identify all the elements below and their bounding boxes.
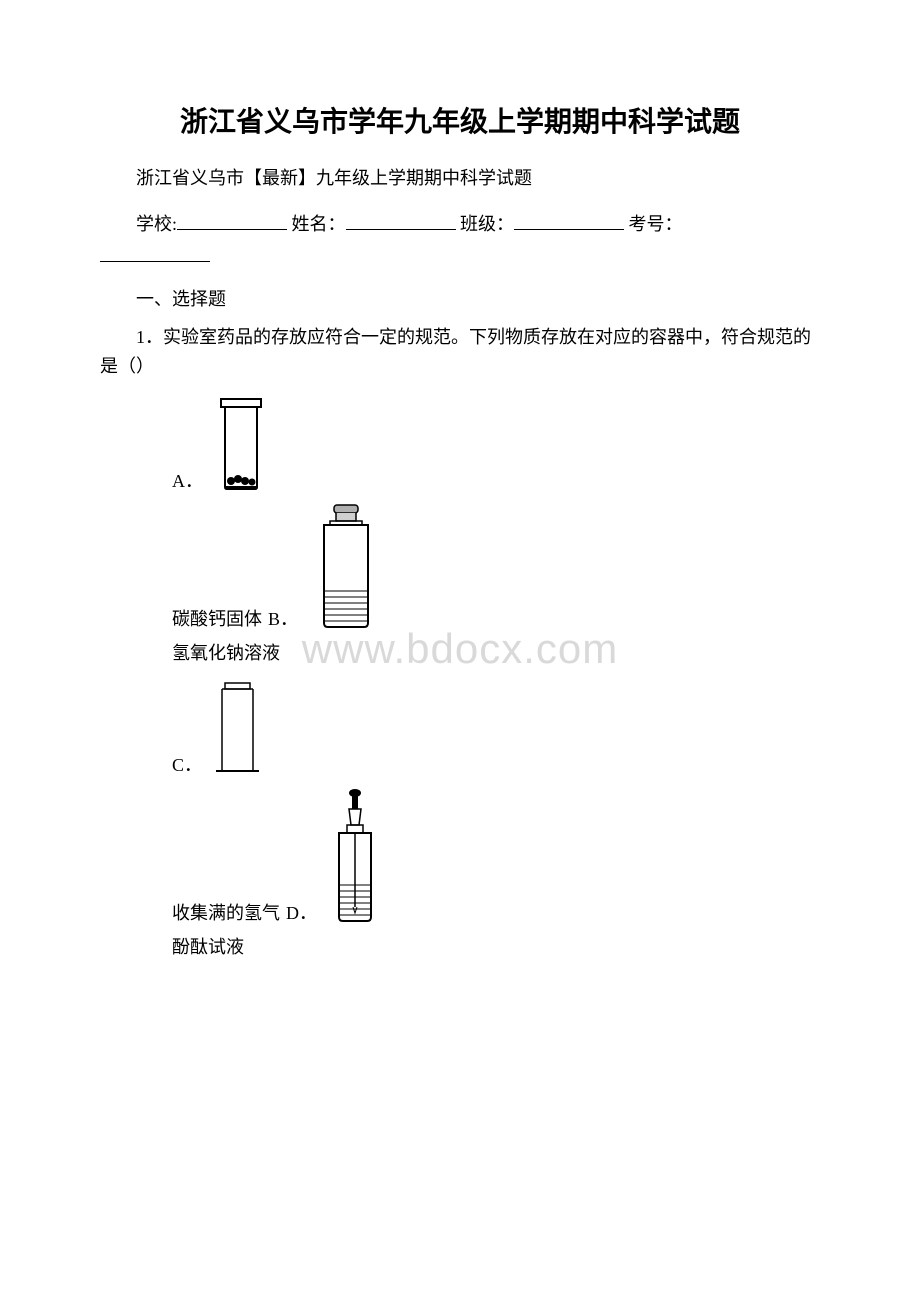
bottle-d-icon (325, 785, 385, 925)
form-line: 学校: 姓名： 班级： 考号： (100, 208, 820, 240)
question-1: 1．实验室药品的存放应符合一定的规范。下列物质存放在对应的容器中，符合规范的是（… (100, 323, 820, 381)
name-blank (346, 212, 456, 230)
subtitle: 浙江省义乌市【最新】九年级上学期期中科学试题 (100, 164, 820, 190)
bottle-b-icon (306, 501, 386, 631)
option-d-row: 收集满的氢气 D． (172, 785, 820, 925)
bottle-c-icon (210, 677, 265, 777)
option-a-caption: 碳酸钙固体 (172, 605, 262, 631)
bottle-a-icon (211, 393, 271, 493)
school-label: 学校: (136, 214, 177, 234)
name-label: 姓名： (292, 214, 346, 234)
option-b-row: 碳酸钙固体 B． (172, 501, 820, 631)
option-b-label: B． (268, 605, 298, 631)
examno-label: 考号： (629, 214, 683, 234)
option-b-caption: 氢氧化钠溶液 (172, 639, 820, 665)
option-d-label: D． (286, 899, 317, 925)
examno-blank (100, 244, 210, 262)
page-title: 浙江省义乌市学年九年级上学期期中科学试题 (100, 100, 820, 140)
class-label: 班级： (460, 214, 514, 234)
section-header: 一、选择题 (100, 285, 820, 311)
option-a-row: A． (172, 393, 820, 493)
option-c-row: C． (172, 677, 820, 777)
form-line-2 (100, 244, 820, 267)
option-a-label: A． (172, 467, 203, 493)
class-blank (514, 212, 624, 230)
option-d-caption: 酚酞试液 (172, 933, 820, 959)
option-c-caption: 收集满的氢气 (172, 899, 280, 925)
school-blank (177, 212, 287, 230)
option-c-label: C． (172, 751, 202, 777)
